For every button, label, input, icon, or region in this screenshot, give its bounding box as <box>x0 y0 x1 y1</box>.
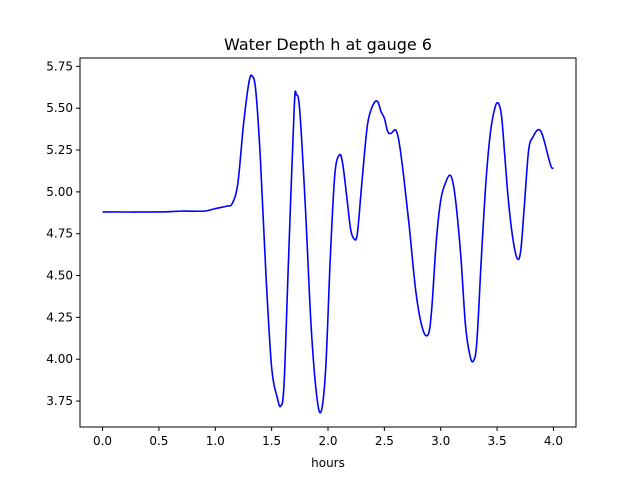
x-tick-label: 4.0 <box>544 434 563 448</box>
y-tick-label: 5.75 <box>46 59 73 73</box>
y-axis-ticks: 3.75 4.00 4.25 4.50 4.75 5.00 5.25 5.50 5.75 <box>46 59 80 408</box>
y-tick-label: 5.25 <box>46 143 73 157</box>
y-tick-label: 3.75 <box>46 394 73 408</box>
x-tick-label: 3.5 <box>488 434 507 448</box>
plot-area <box>102 74 554 414</box>
y-tick-label: 5.00 <box>46 185 73 199</box>
y-tick-label: 4.75 <box>46 227 73 241</box>
y-tick-label: 4.00 <box>46 352 73 366</box>
series-line-0 <box>102 74 554 414</box>
x-tick-label: 0.0 <box>93 434 112 448</box>
x-axis-label: hours <box>311 456 345 470</box>
x-axis-ticks: 0.0 0.5 1.0 1.5 2.0 2.5 3.0 3.5 4.0 <box>93 427 563 448</box>
x-tick-label: 2.5 <box>375 434 394 448</box>
chart-title: Water Depth h at gauge 6 <box>224 35 432 54</box>
y-tick-label: 4.50 <box>46 269 73 283</box>
axes-frame <box>79 57 577 428</box>
y-tick-label: 4.25 <box>46 310 73 324</box>
x-tick-label: 1.5 <box>262 434 281 448</box>
x-tick-label: 0.5 <box>149 434 168 448</box>
y-tick-label: 5.50 <box>46 101 73 115</box>
x-tick-label: 3.0 <box>431 434 450 448</box>
x-tick-label: 1.0 <box>206 434 225 448</box>
x-tick-label: 2.0 <box>318 434 337 448</box>
